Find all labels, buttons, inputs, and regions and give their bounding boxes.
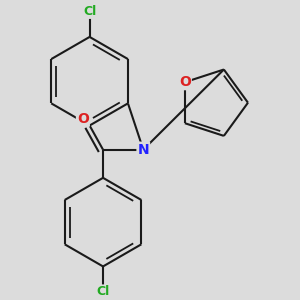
Text: O: O bbox=[77, 112, 89, 126]
Text: Cl: Cl bbox=[83, 5, 96, 18]
Text: Cl: Cl bbox=[96, 285, 110, 298]
Text: O: O bbox=[179, 75, 191, 89]
Text: N: N bbox=[137, 143, 149, 157]
